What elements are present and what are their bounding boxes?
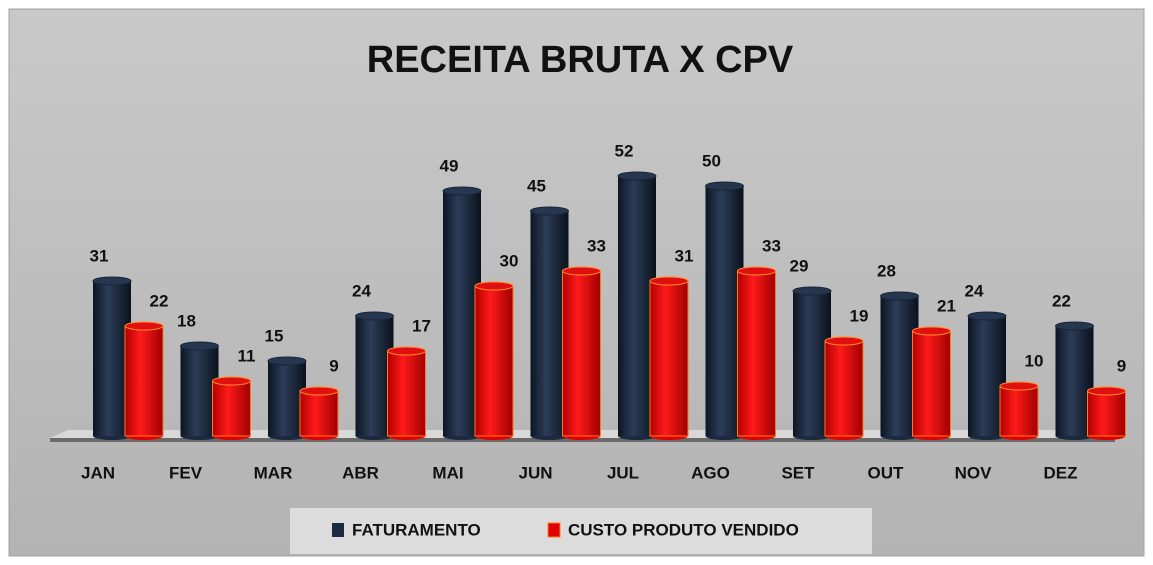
data-label: 49: [440, 156, 459, 175]
bar-top: [617, 171, 657, 181]
bar-top: [705, 181, 744, 191]
floor-edge: [50, 438, 1115, 442]
chart-title: RECEITA BRUTA X CPV: [367, 39, 794, 81]
data-label: 30: [500, 251, 519, 270]
bar: [212, 380, 251, 437]
data-label: 11: [238, 346, 256, 365]
bar-top: [530, 206, 569, 216]
bar-top: [387, 346, 426, 356]
bar: [124, 325, 164, 437]
bar-top: [792, 286, 832, 296]
legend-label: CUSTO PRODUTO VENDIDO: [568, 520, 799, 539]
bar-top: [999, 381, 1039, 391]
bar: [737, 270, 776, 437]
data-label: 22: [150, 291, 169, 310]
x-tick-label: NOV: [955, 463, 993, 482]
legend-marker: [547, 522, 561, 538]
data-label: 15: [265, 326, 284, 345]
data-label: 24: [352, 281, 371, 300]
bar-top: [355, 311, 394, 321]
bar: [649, 280, 689, 437]
bar: [474, 285, 514, 437]
data-label: 50: [702, 151, 721, 170]
data-label: 21: [937, 296, 956, 315]
bar: [912, 330, 951, 437]
legend-label: FATURAMENTO: [352, 520, 481, 539]
bar-top: [180, 341, 219, 351]
bar: [387, 350, 426, 437]
x-tick-label: SET: [781, 463, 815, 482]
data-label: 22: [1052, 291, 1071, 310]
data-label: 33: [587, 236, 606, 255]
data-label: 29: [790, 256, 809, 275]
bar-top: [737, 266, 776, 276]
bar: [1087, 390, 1126, 437]
data-label: 9: [329, 356, 338, 375]
x-tick-label: AGO: [691, 463, 730, 482]
data-label: 52: [615, 141, 634, 160]
bar-top: [124, 321, 164, 331]
bar: [824, 340, 864, 437]
bar-top: [299, 386, 339, 396]
data-label: 18: [177, 311, 196, 330]
bar-top: [880, 291, 919, 301]
data-label: 9: [1117, 356, 1126, 375]
x-tick-label: FEV: [169, 463, 203, 482]
data-label: 19: [850, 306, 869, 325]
data-label: 17: [412, 316, 431, 335]
bar-top: [1087, 386, 1126, 396]
bar: [562, 270, 601, 437]
x-tick-label: MAI: [432, 463, 463, 482]
bar-top: [649, 276, 689, 286]
x-tick-label: JAN: [81, 463, 115, 482]
bar: [299, 390, 339, 437]
bar-top: [967, 311, 1007, 321]
x-tick-label: JUN: [518, 463, 552, 482]
bar-top: [92, 276, 132, 286]
data-label: 31: [675, 246, 694, 265]
bar-top: [212, 376, 251, 386]
bar-top: [1055, 321, 1094, 331]
bar-top: [267, 356, 307, 366]
data-label: 31: [90, 246, 109, 265]
data-label: 28: [877, 261, 896, 280]
x-tick-label: MAR: [254, 463, 293, 482]
bar: [999, 385, 1039, 437]
legend-box: [290, 508, 872, 554]
bar-top: [912, 326, 951, 336]
bar-top: [474, 281, 514, 291]
bar-top: [562, 266, 601, 276]
data-label: 33: [762, 236, 781, 255]
x-tick-label: OUT: [868, 463, 905, 482]
x-tick-label: ABR: [342, 463, 379, 482]
legend-marker: [332, 523, 344, 537]
bar-top: [824, 336, 864, 346]
data-label: 24: [965, 281, 984, 300]
bar-top: [442, 186, 482, 196]
x-tick-label: JUL: [607, 463, 639, 482]
data-label: 45: [527, 176, 546, 195]
data-label: 10: [1025, 351, 1044, 370]
x-tick-label: DEZ: [1044, 463, 1078, 482]
